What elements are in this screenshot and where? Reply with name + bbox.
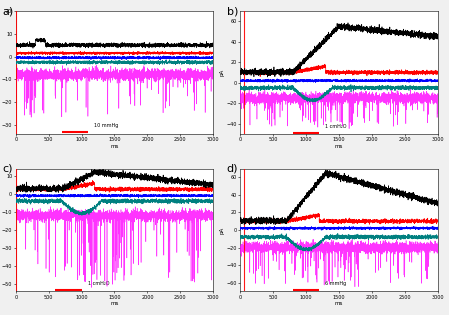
X-axis label: ms: ms [110,144,119,149]
Text: d): d) [227,164,238,174]
Text: 1 cmH₂O: 1 cmH₂O [325,124,347,129]
Text: b): b) [227,6,238,16]
Text: 10 mmHg: 10 mmHg [94,123,119,128]
Text: a): a) [2,6,13,16]
Text: c): c) [2,164,13,174]
Y-axis label: pA: pA [220,226,225,234]
X-axis label: ms: ms [110,301,119,306]
X-axis label: ms: ms [335,301,343,306]
Text: 6 mmHg: 6 mmHg [325,281,347,286]
Y-axis label: pA: pA [220,69,225,76]
Text: 1 cmH₂O: 1 cmH₂O [88,281,110,286]
X-axis label: ms: ms [335,144,343,149]
